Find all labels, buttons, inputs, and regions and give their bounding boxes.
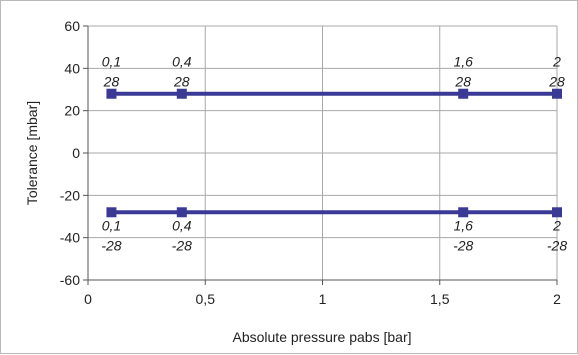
data-label-y: 28: [173, 74, 190, 90]
y-axis-label: Tolerance [mbar]: [24, 101, 40, 205]
data-point-marker: [176, 88, 187, 99]
data-point-marker: [106, 88, 117, 99]
y-tick-label: 60: [64, 18, 80, 34]
x-tick-label: 1: [319, 291, 327, 307]
x-axis-label: Absolute pressure pabs [bar]: [233, 329, 412, 345]
data-label-x: 2: [552, 217, 561, 233]
x-tick-label: 2: [553, 291, 561, 307]
data-label-y: -28: [547, 237, 567, 253]
axes: [83, 25, 558, 285]
series: [106, 88, 562, 218]
y-tick-label: -20: [60, 187, 80, 203]
data-label-x: 0,1: [102, 54, 121, 70]
y-tick-label: -60: [60, 272, 80, 288]
data-label-y: 28: [548, 74, 565, 90]
data-label-x: 0,4: [172, 54, 192, 70]
data-label-y: 28: [454, 74, 471, 90]
data-label-x: 1,6: [453, 217, 473, 233]
y-tick-label: -40: [60, 230, 80, 246]
data-label-x: 1,6: [453, 54, 473, 70]
data-label-y: -28: [172, 237, 192, 253]
data-point-marker: [458, 88, 469, 99]
data-point-marker: [106, 207, 117, 218]
data-label-x: 0,1: [102, 217, 121, 233]
x-tick-label: 0,5: [196, 291, 216, 307]
data-point-marker: [176, 207, 187, 218]
x-tick-label: 1,5: [430, 291, 450, 307]
data-label-x: 0,4: [172, 217, 192, 233]
x-tick-label: 0: [84, 291, 92, 307]
data-label-y: 28: [103, 74, 120, 90]
data-label-y: -28: [101, 237, 121, 253]
grid-lines: [87, 25, 558, 281]
data-label-x: 2: [552, 54, 561, 70]
data-point-marker: [552, 207, 562, 218]
data-labels: 0,1 28 0,4 28 1,6 28 2 28 0,1 -28 0,4 -28 1,6 -28 2 -28: [101, 54, 567, 254]
y-tick-label: 40: [64, 60, 80, 76]
data-label-y: -28: [453, 237, 473, 253]
y-tick-label: 0: [72, 145, 80, 161]
tick-labels: -60 -40 -20 0 20 40 60 0 0,5 1 1,5 2: [60, 18, 561, 307]
data-point-marker: [458, 207, 469, 218]
data-point-marker: [552, 88, 562, 99]
y-tick-label: 20: [64, 103, 80, 119]
